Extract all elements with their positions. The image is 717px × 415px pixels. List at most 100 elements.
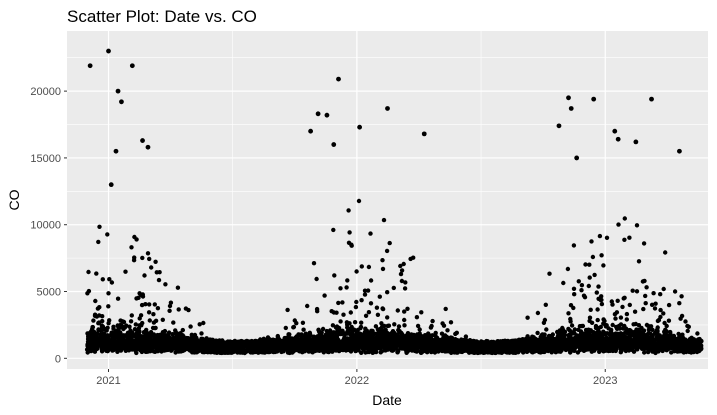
- data-point: [303, 331, 308, 336]
- data-point: [163, 282, 168, 287]
- data-point: [439, 331, 445, 336]
- data-point: [133, 322, 138, 327]
- data-point: [392, 322, 397, 327]
- data-point: [643, 293, 648, 299]
- data-point: [197, 322, 202, 327]
- data-point: [566, 311, 571, 316]
- data-point: [90, 324, 96, 330]
- data-point: [562, 332, 568, 338]
- data-point: [305, 303, 310, 309]
- data-point: [299, 332, 304, 337]
- data-point: [115, 296, 121, 301]
- data-point: [86, 288, 92, 294]
- data-point: [411, 255, 416, 260]
- data-point: [568, 316, 573, 322]
- data-point: [100, 314, 105, 319]
- data-point: [562, 329, 568, 334]
- data-point: [419, 310, 424, 315]
- data-point: [156, 277, 162, 283]
- data-point: [391, 285, 396, 291]
- data-point: [632, 309, 638, 314]
- data-point: [140, 255, 145, 261]
- data-point: [636, 259, 642, 264]
- data-points: [84, 48, 704, 356]
- data-point: [131, 258, 137, 263]
- data-point: [617, 326, 622, 331]
- data-point: [134, 350, 139, 356]
- data-point: [589, 320, 595, 325]
- data-point: [100, 277, 106, 282]
- data-point: [330, 323, 336, 328]
- data-point: [463, 334, 469, 339]
- data-point: [97, 224, 102, 229]
- data-point: [155, 306, 161, 311]
- data-point: [381, 217, 387, 223]
- data-point: [331, 227, 336, 233]
- data-point: [535, 310, 541, 316]
- data-point: [599, 297, 604, 303]
- data-point: [396, 324, 402, 329]
- data-point: [398, 263, 403, 269]
- data-point: [399, 268, 405, 273]
- data-point: [561, 280, 566, 286]
- data-point: [586, 283, 591, 289]
- data-point: [168, 300, 174, 305]
- data-point: [153, 318, 159, 323]
- data-point: [162, 328, 168, 334]
- data-point: [448, 320, 454, 325]
- data-point: [587, 315, 593, 320]
- data-point: [147, 302, 152, 307]
- data-point: [341, 312, 346, 317]
- data-point: [609, 327, 614, 333]
- data-point: [443, 306, 448, 312]
- data-point: [352, 320, 358, 325]
- data-point: [454, 330, 459, 335]
- data-point: [380, 306, 386, 312]
- data-point: [601, 263, 606, 268]
- data-point: [542, 317, 548, 323]
- data-point: [380, 258, 385, 263]
- data-point: [166, 330, 172, 335]
- data-point: [138, 313, 144, 318]
- data-point: [96, 239, 101, 245]
- data-point: [571, 305, 576, 311]
- data-point: [598, 324, 603, 330]
- data-point: [368, 278, 374, 283]
- data-point: [595, 317, 600, 323]
- data-point: [338, 286, 343, 291]
- data-point: [176, 307, 181, 312]
- data-point: [384, 248, 390, 254]
- data-point: [646, 327, 652, 332]
- data-point: [399, 278, 405, 284]
- data-point: [140, 320, 145, 326]
- data-point: [86, 269, 91, 275]
- data-point: [153, 259, 158, 264]
- data-point: [320, 326, 326, 332]
- data-point: [613, 316, 618, 321]
- data-point: [403, 280, 408, 285]
- data-point: [547, 271, 552, 276]
- data-point: [152, 302, 157, 307]
- data-point: [380, 266, 386, 272]
- data-point: [147, 318, 152, 323]
- data-point: [565, 266, 571, 272]
- data-point: [347, 321, 352, 326]
- data-point: [386, 323, 392, 328]
- data-point: [535, 330, 540, 336]
- data-point: [634, 289, 640, 294]
- data-point: [592, 272, 597, 278]
- data-point: [84, 347, 90, 352]
- data-point: [613, 347, 619, 352]
- data-point: [332, 273, 337, 278]
- data-point: [572, 327, 577, 332]
- data-point: [345, 278, 350, 283]
- data-point: [624, 311, 630, 317]
- data-point: [105, 325, 110, 330]
- data-point: [359, 350, 364, 355]
- data-point: [368, 231, 373, 236]
- data-point: [311, 261, 317, 266]
- data-point: [382, 323, 387, 329]
- data-point: [596, 284, 601, 289]
- data-point: [338, 319, 343, 324]
